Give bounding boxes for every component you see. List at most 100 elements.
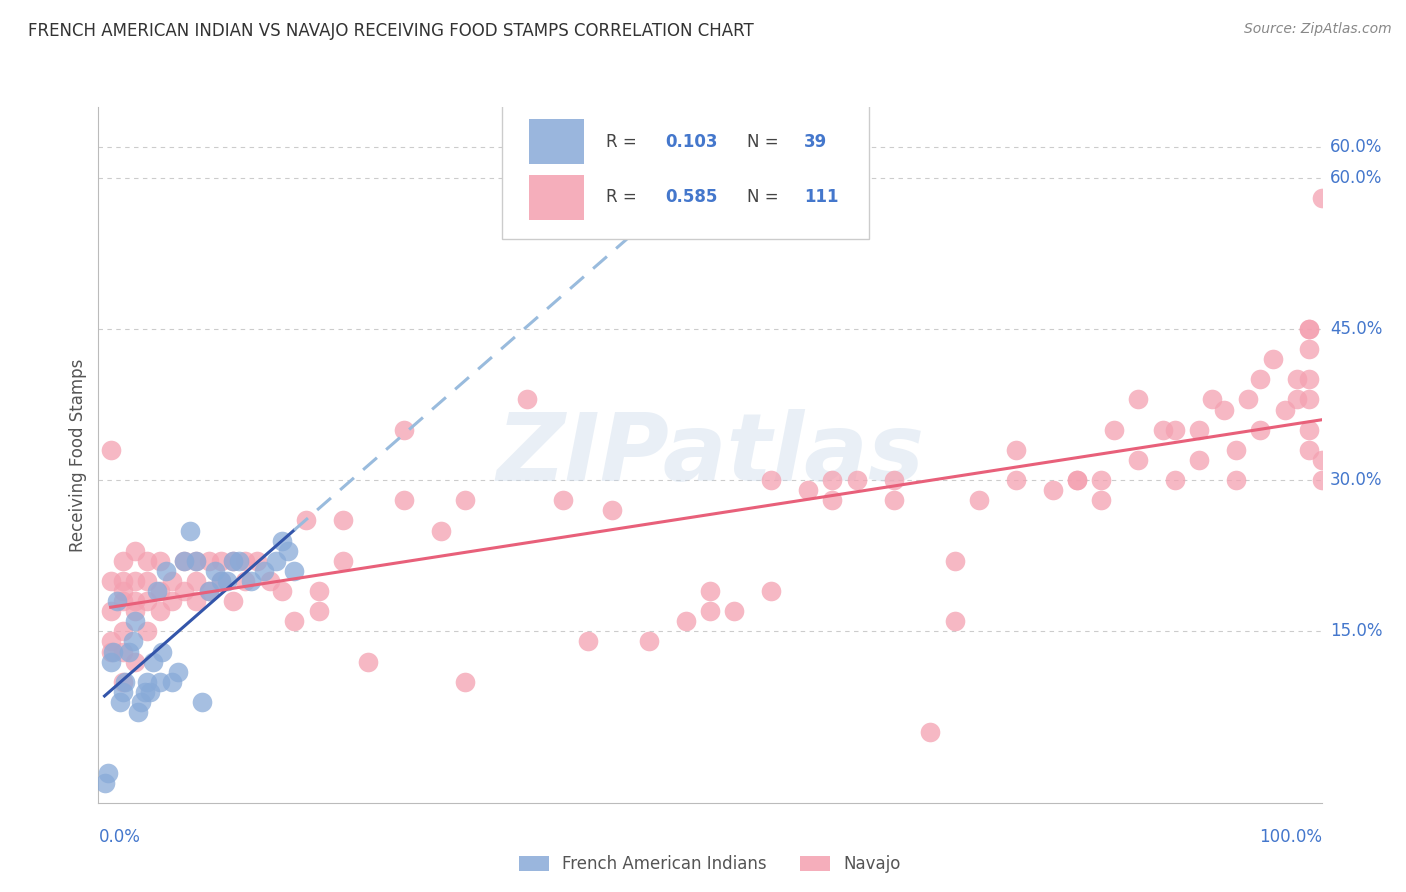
Point [259, 574, 281, 588]
Point [160, 594, 183, 608]
Text: N =: N = [747, 133, 783, 151]
Point [845, 473, 868, 487]
Point [1237, 392, 1260, 407]
Point [233, 554, 256, 568]
Point [222, 554, 245, 568]
Point [111, 685, 134, 699]
Point [1298, 442, 1320, 457]
Point [100, 644, 122, 658]
Text: 0.0%: 0.0% [98, 828, 141, 846]
Point [186, 554, 208, 568]
Point [124, 574, 146, 588]
Point [93, 775, 115, 789]
Legend: French American Indians, Navajo: French American Indians, Navajo [510, 847, 910, 881]
Point [295, 513, 318, 527]
Point [883, 473, 905, 487]
Point [179, 524, 201, 538]
Point [761, 584, 783, 599]
Text: 111: 111 [804, 188, 839, 206]
Point [111, 584, 134, 599]
Point [943, 554, 966, 568]
Point [1066, 473, 1088, 487]
Point [1090, 473, 1112, 487]
Point [173, 584, 195, 599]
Point [1310, 453, 1333, 467]
Point [101, 644, 124, 658]
Point [1298, 322, 1320, 336]
Point [111, 624, 134, 639]
Point [1310, 191, 1333, 205]
Point [1212, 402, 1234, 417]
Text: 30.0%: 30.0% [1330, 471, 1382, 489]
Point [1102, 423, 1125, 437]
Point [356, 655, 378, 669]
FancyBboxPatch shape [529, 120, 583, 164]
Point [134, 685, 156, 699]
Point [943, 615, 966, 629]
Point [1004, 473, 1026, 487]
Point [308, 604, 330, 618]
Text: R =: R = [606, 188, 643, 206]
Point [149, 674, 172, 689]
Point [1164, 423, 1187, 437]
Point [124, 655, 146, 669]
Point [600, 503, 623, 517]
Point [576, 634, 599, 648]
Point [110, 695, 132, 709]
Point [883, 493, 905, 508]
Text: 15.0%: 15.0% [1330, 623, 1382, 640]
Point [699, 584, 721, 599]
Point [204, 564, 226, 578]
Point [920, 725, 942, 739]
Point [100, 655, 122, 669]
Point [1298, 423, 1320, 437]
Point [222, 554, 245, 568]
Point [1225, 442, 1247, 457]
FancyBboxPatch shape [502, 103, 869, 239]
Point [1249, 372, 1271, 386]
Point [100, 604, 122, 618]
Point [100, 574, 122, 588]
Point [111, 674, 134, 689]
Point [1188, 423, 1211, 437]
Point [270, 533, 294, 548]
Point [637, 634, 661, 648]
Point [167, 665, 190, 679]
Point [392, 423, 416, 437]
Point [1298, 392, 1320, 407]
Point [1298, 322, 1320, 336]
Point [209, 574, 232, 588]
Point [191, 695, 214, 709]
Point [105, 594, 128, 608]
Point [228, 554, 250, 568]
FancyBboxPatch shape [529, 175, 583, 220]
Point [1298, 342, 1320, 356]
Point [252, 564, 274, 578]
Point [111, 594, 134, 608]
Point [430, 524, 453, 538]
Point [761, 473, 783, 487]
Point [1152, 423, 1174, 437]
Point [332, 513, 354, 527]
Text: ZIPatlas: ZIPatlas [496, 409, 924, 501]
Point [160, 674, 183, 689]
Point [332, 554, 354, 568]
Point [124, 543, 146, 558]
Point [150, 644, 173, 658]
Point [127, 705, 149, 719]
Point [723, 604, 745, 618]
Point [149, 604, 172, 618]
Point [821, 493, 844, 508]
Point [515, 392, 537, 407]
Point [283, 615, 305, 629]
Point [1042, 483, 1064, 498]
Point [209, 554, 232, 568]
Point [155, 564, 177, 578]
Point [215, 574, 238, 588]
Point [136, 594, 159, 608]
Point [173, 554, 195, 568]
Point [142, 655, 165, 669]
Point [97, 765, 120, 780]
Point [173, 554, 195, 568]
Point [1164, 473, 1187, 487]
